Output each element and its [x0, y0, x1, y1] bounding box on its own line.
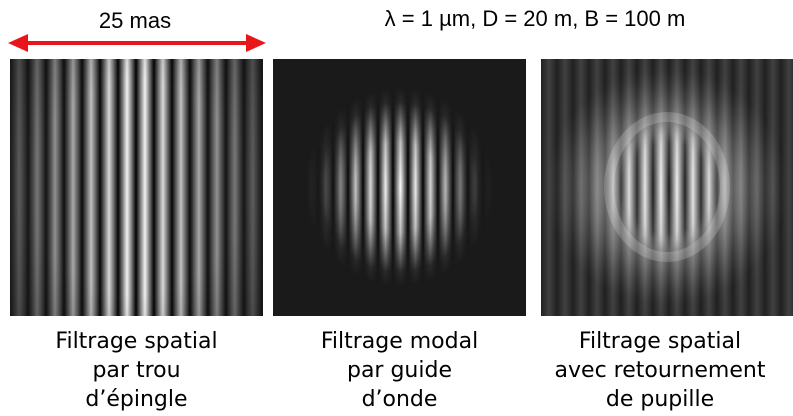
caption-line: par trou	[92, 358, 181, 383]
caption-line: de pupille	[605, 387, 715, 412]
fringe-image-pinhole	[10, 59, 263, 316]
caption-line: d’épingle	[85, 387, 188, 412]
caption-line: Filtrage spatial	[578, 329, 742, 354]
caption-pinhole: Filtrage spatial par trou d’épingle	[10, 327, 263, 414]
caption-line: Filtrage modal	[320, 329, 479, 354]
caption-line: par guide	[346, 358, 452, 383]
scale-bar-arrow	[8, 34, 266, 52]
fringe-image-pupil-flip	[541, 59, 793, 316]
caption-line: d’onde	[361, 387, 438, 412]
caption-pupil-flip: Filtrage spatial avec retournement de pu…	[526, 327, 793, 414]
caption-waveguide: Filtrage modal par guide d’onde	[273, 327, 526, 414]
fringe-image-waveguide	[273, 59, 526, 316]
caption-line: avec retournement	[554, 358, 766, 383]
caption-line: Filtrage spatial	[55, 329, 218, 354]
observation-parameters: λ = 1 µm, D = 20 m, B = 100 m	[384, 6, 686, 31]
scale-bar-label: 25 mas	[98, 8, 172, 33]
